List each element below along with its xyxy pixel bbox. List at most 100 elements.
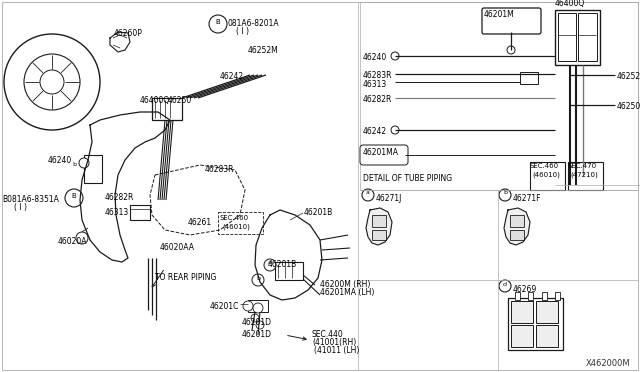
Text: 46313: 46313	[105, 208, 129, 217]
Text: (46010): (46010)	[532, 172, 560, 179]
Text: B081A6-8351A: B081A6-8351A	[2, 195, 59, 204]
Bar	[542, 292, 547, 300]
Bar	[515, 292, 520, 300]
Bar	[511, 301, 533, 323]
Text: 46240: 46240	[48, 156, 72, 165]
Text: 46201B: 46201B	[268, 260, 297, 269]
Text: 46250: 46250	[168, 96, 192, 105]
Text: 46282R: 46282R	[363, 95, 392, 104]
Text: (46010): (46010)	[222, 223, 250, 230]
Circle shape	[79, 158, 89, 168]
Text: 46400Q: 46400Q	[555, 0, 585, 8]
Text: SEC.460: SEC.460	[220, 215, 249, 221]
Text: 46282R: 46282R	[105, 193, 134, 202]
Text: 46261: 46261	[188, 218, 212, 227]
Circle shape	[253, 303, 263, 313]
Circle shape	[507, 46, 515, 54]
Text: 46201MA: 46201MA	[363, 148, 399, 157]
Text: ( I ): ( I )	[14, 203, 27, 212]
Polygon shape	[110, 32, 130, 52]
Bar	[84, 155, 102, 183]
Text: 46242: 46242	[220, 72, 244, 81]
FancyBboxPatch shape	[482, 8, 541, 34]
Text: 46201M: 46201M	[484, 10, 515, 19]
Bar	[536, 301, 558, 323]
Bar	[372, 215, 386, 227]
Bar	[530, 162, 565, 190]
Text: 46252M: 46252M	[617, 72, 640, 81]
Circle shape	[252, 274, 264, 286]
Text: 46400Q: 46400Q	[140, 96, 170, 105]
Text: 46283R: 46283R	[205, 165, 234, 174]
Text: 46020AA: 46020AA	[160, 243, 195, 252]
Text: b: b	[503, 190, 507, 196]
Bar	[520, 72, 538, 84]
Bar	[555, 10, 600, 65]
Text: a: a	[366, 190, 370, 196]
Bar	[510, 230, 524, 240]
Bar	[508, 298, 563, 350]
Text: 46020A: 46020A	[58, 237, 88, 246]
Circle shape	[391, 126, 399, 134]
Text: 46260P: 46260P	[114, 29, 143, 38]
Bar	[578, 13, 597, 61]
Text: 46201MA (LH): 46201MA (LH)	[320, 288, 374, 297]
Text: SEC.470: SEC.470	[568, 163, 597, 169]
Circle shape	[391, 52, 399, 60]
Circle shape	[243, 301, 253, 311]
Circle shape	[251, 314, 259, 322]
Text: a: a	[268, 260, 272, 266]
Text: (47210): (47210)	[570, 172, 598, 179]
Bar	[372, 230, 386, 240]
Bar	[568, 162, 603, 190]
Text: 081A6-8201A: 081A6-8201A	[228, 19, 280, 28]
Text: 46240: 46240	[363, 53, 387, 62]
Circle shape	[499, 189, 511, 201]
Circle shape	[264, 259, 276, 271]
Bar	[152, 98, 182, 120]
Text: 46201D: 46201D	[242, 318, 272, 327]
Bar	[536, 325, 558, 347]
Bar	[555, 292, 560, 300]
Bar	[360, 2, 638, 190]
Text: 46201B: 46201B	[304, 208, 333, 217]
Bar	[558, 13, 576, 61]
Text: 46252M: 46252M	[248, 46, 279, 55]
Circle shape	[209, 15, 227, 33]
Bar	[275, 262, 303, 280]
Bar	[218, 212, 263, 234]
Bar	[511, 325, 533, 347]
Bar	[130, 205, 150, 220]
Text: 46283R: 46283R	[363, 71, 392, 80]
Text: (41001(RH): (41001(RH)	[312, 338, 356, 347]
Text: DETAIL OF TUBE PIPING: DETAIL OF TUBE PIPING	[363, 174, 452, 183]
Text: 46271J: 46271J	[376, 194, 403, 203]
Text: 46271F: 46271F	[513, 194, 541, 203]
Polygon shape	[366, 208, 392, 245]
Circle shape	[362, 189, 374, 201]
Bar	[510, 215, 524, 227]
Circle shape	[499, 280, 511, 292]
FancyBboxPatch shape	[360, 145, 408, 165]
Text: 46250: 46250	[617, 102, 640, 111]
Text: 46200M (RH): 46200M (RH)	[320, 280, 371, 289]
Text: B: B	[216, 19, 220, 25]
Text: 46242: 46242	[363, 127, 387, 136]
Text: (41011 (LH): (41011 (LH)	[314, 346, 360, 355]
Text: d: d	[503, 282, 507, 286]
Polygon shape	[504, 208, 530, 245]
Text: SEC.460: SEC.460	[530, 163, 559, 169]
Bar	[528, 292, 533, 300]
Text: 46313: 46313	[363, 80, 387, 89]
Text: X462000M: X462000M	[586, 359, 630, 368]
Bar	[248, 300, 268, 312]
Circle shape	[256, 321, 264, 329]
Circle shape	[76, 232, 88, 244]
Text: ( I ): ( I )	[236, 27, 249, 36]
Text: 46201D: 46201D	[242, 330, 272, 339]
Text: 46269: 46269	[513, 285, 537, 294]
Text: b: b	[256, 276, 260, 280]
Text: 46201C: 46201C	[210, 302, 239, 311]
Text: B: B	[72, 193, 76, 199]
Text: SEC.440: SEC.440	[312, 330, 344, 339]
